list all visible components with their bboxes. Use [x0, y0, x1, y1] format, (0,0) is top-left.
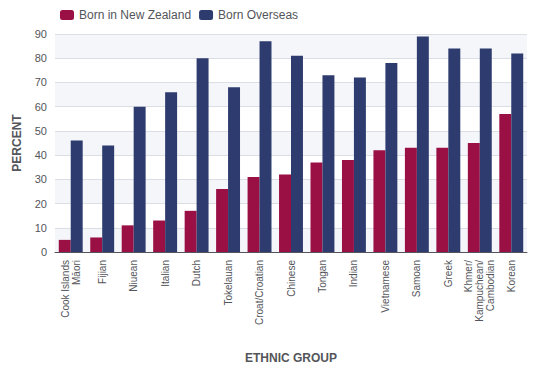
- svg-text:ETHNIC GROUP: ETHNIC GROUP: [245, 351, 337, 365]
- svg-text:50: 50: [35, 125, 47, 137]
- svg-text:60: 60: [35, 101, 47, 113]
- svg-text:Croat/Croatian: Croat/Croatian: [254, 260, 265, 325]
- svg-text:Fijian: Fijian: [97, 260, 108, 284]
- svg-text:Khmer/: Khmer/: [463, 260, 474, 292]
- svg-text:Chinese: Chinese: [286, 260, 297, 297]
- svg-text:Italian: Italian: [160, 260, 171, 287]
- svg-text:Kampuchean/: Kampuchean/: [474, 260, 485, 322]
- svg-text:Indian: Indian: [348, 260, 359, 287]
- svg-text:10: 10: [35, 222, 47, 234]
- svg-text:80: 80: [35, 52, 47, 64]
- svg-text:Tongan: Tongan: [317, 260, 328, 293]
- svg-text:PERCENT: PERCENT: [10, 114, 24, 172]
- svg-text:70: 70: [35, 76, 47, 88]
- svg-text:Korean: Korean: [506, 260, 517, 292]
- svg-text:Dutch: Dutch: [191, 260, 202, 286]
- svg-text:40: 40: [35, 149, 47, 161]
- svg-text:Samoan: Samoan: [411, 260, 422, 297]
- svg-text:Tokelauan: Tokelauan: [223, 260, 234, 306]
- svg-text:Māori: Māori: [71, 260, 82, 285]
- svg-text:20: 20: [35, 198, 47, 210]
- svg-text:Vietnamese: Vietnamese: [380, 260, 391, 313]
- svg-text:0: 0: [41, 246, 47, 258]
- svg-text:Greek: Greek: [443, 259, 454, 287]
- svg-text:Cook Islands: Cook Islands: [60, 260, 71, 318]
- svg-text:Born in New Zealand: Born in New Zealand: [79, 8, 191, 22]
- svg-text:Born Overseas: Born Overseas: [218, 8, 298, 22]
- svg-text:Cambodian: Cambodian: [485, 260, 496, 311]
- svg-text:30: 30: [35, 173, 47, 185]
- svg-text:Niuean: Niuean: [128, 260, 139, 292]
- svg-text:90: 90: [35, 28, 47, 40]
